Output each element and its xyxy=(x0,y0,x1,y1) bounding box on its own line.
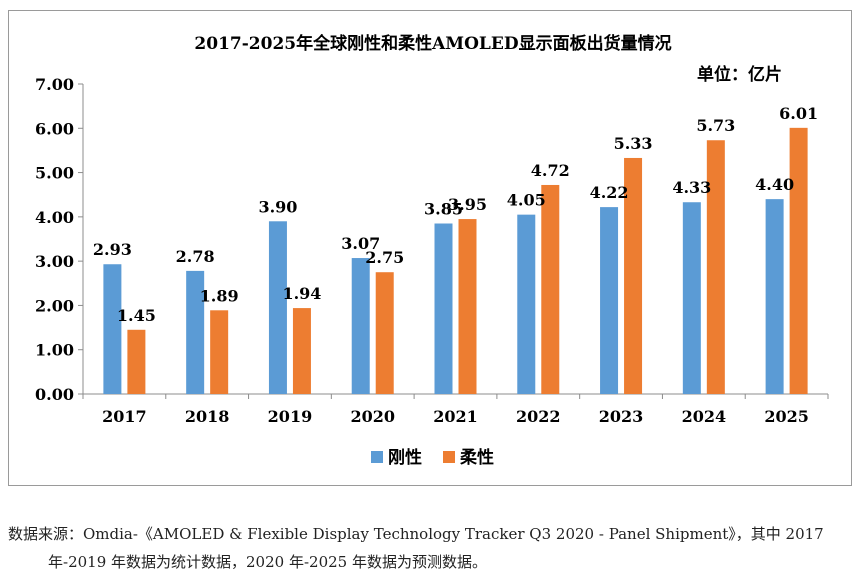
bar-value-label: 4.33 xyxy=(672,178,711,197)
bar-value-label: 2.78 xyxy=(176,247,215,266)
bar xyxy=(682,202,701,394)
bar-value-label: 1.94 xyxy=(282,284,321,303)
x-tick-label: 2025 xyxy=(764,407,809,426)
legend: 刚性 柔性 xyxy=(371,447,494,468)
y-tick-label: 4.00 xyxy=(35,208,74,227)
y-axis: 0.00 1.00 2.00 3.00 4.00 5.00 6.00 7.00 xyxy=(35,75,84,404)
bar xyxy=(600,207,619,394)
bar-value-label: 3.90 xyxy=(258,197,297,216)
bar-value-label: 2.93 xyxy=(93,240,132,259)
chart-title: 2017-2025年全球刚性和柔性AMOLED显示面板出货量情况 xyxy=(194,33,671,54)
y-tick-label: 5.00 xyxy=(35,164,74,183)
footnote-line-1: 数据来源：Omdia-《AMOLED & Flexible Display Te… xyxy=(8,525,824,543)
bar xyxy=(765,199,784,394)
y-tick-label: 6.00 xyxy=(35,119,74,138)
x-tick-label: 2017 xyxy=(102,407,147,426)
x-tick-label: 2021 xyxy=(433,407,478,426)
bar xyxy=(706,140,725,394)
bar-value-label: 5.73 xyxy=(696,116,735,135)
bar xyxy=(103,264,122,394)
legend-swatch-rigid xyxy=(371,451,383,463)
x-tick-label: 2020 xyxy=(350,407,395,426)
bar xyxy=(127,329,146,394)
y-tick-label: 3.00 xyxy=(35,252,74,271)
x-tick-label: 2022 xyxy=(516,407,561,426)
x-tick-label: 2018 xyxy=(185,407,230,426)
bar xyxy=(458,219,477,394)
y-tick-label: 7.00 xyxy=(35,75,74,94)
bar-value-label: 4.05 xyxy=(507,191,546,210)
bar-value-label: 2.75 xyxy=(365,248,404,267)
x-tick-label: 2019 xyxy=(268,407,313,426)
source-footnote: 数据来源：Omdia-《AMOLED & Flexible Display Te… xyxy=(8,520,860,576)
bar xyxy=(186,270,205,394)
unit-label: 单位：亿片 xyxy=(697,64,782,85)
footnote-line-2: 年-2019 年数据为统计数据，2020 年-2025 年数据为预测数据。 xyxy=(48,553,487,571)
x-tick-label: 2024 xyxy=(682,407,727,426)
legend-label-rigid: 刚性 xyxy=(388,447,422,468)
bar-value-label: 1.89 xyxy=(200,286,239,305)
bar-value-label: 5.33 xyxy=(614,134,653,153)
bar-value-label: 4.40 xyxy=(755,175,794,194)
bar xyxy=(517,214,536,394)
bar xyxy=(351,258,370,394)
data-labels: 2.93 2.78 3.90 3.07 3.85 4.05 4.22 4.33 4.40 1.45… xyxy=(93,104,818,325)
bar xyxy=(375,272,394,394)
bar-group xyxy=(103,127,808,394)
bar xyxy=(210,310,229,394)
bar xyxy=(624,157,643,394)
y-tick-label: 0.00 xyxy=(35,385,74,404)
bar-value-label: 3.85 xyxy=(424,200,463,219)
bar-value-label: 3.95 xyxy=(448,195,487,214)
bar xyxy=(434,223,453,394)
bar xyxy=(268,221,287,394)
bar-value-label: 1.45 xyxy=(117,306,156,325)
bar xyxy=(292,308,311,394)
y-tick-label: 2.00 xyxy=(35,296,74,315)
x-axis: 2017 2018 2019 2020 2021 2022 2023 2024 2025 xyxy=(82,393,829,426)
bar-value-label: 4.22 xyxy=(590,183,629,202)
bar xyxy=(541,184,560,394)
chart-area: 2017-2025年全球刚性和柔性AMOLED显示面板出货量情况 单位：亿片 0… xyxy=(35,33,829,468)
bar-value-label: 6.01 xyxy=(779,104,818,123)
bar-value-label: 3.07 xyxy=(341,234,380,253)
bar xyxy=(789,127,808,394)
legend-swatch-flexible xyxy=(443,451,455,463)
bar-value-label: 4.72 xyxy=(531,161,570,180)
legend-label-flexible: 柔性 xyxy=(460,447,494,468)
chart-frame xyxy=(8,10,852,486)
y-tick-label: 1.00 xyxy=(35,341,74,360)
x-tick-label: 2023 xyxy=(599,407,644,426)
